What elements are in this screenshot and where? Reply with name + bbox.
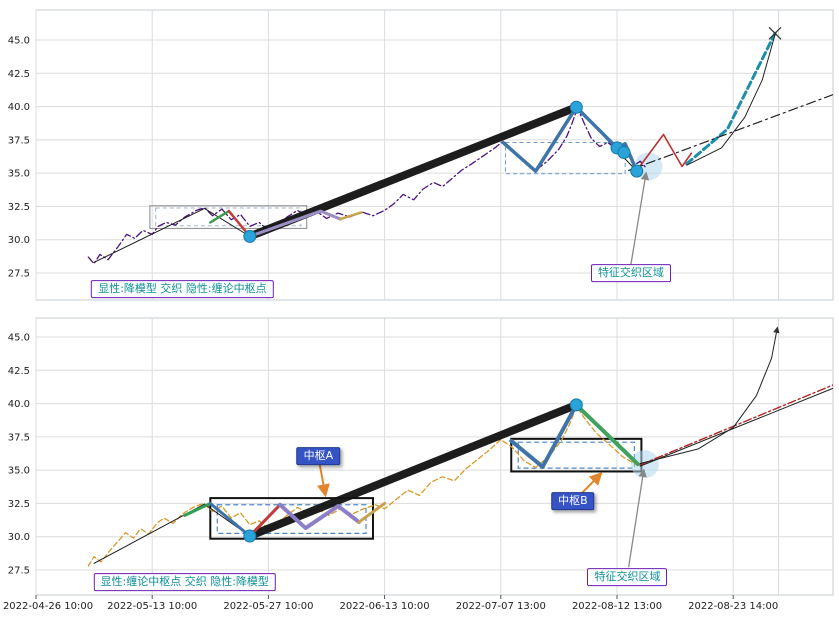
svg-text:37.5: 37.5 bbox=[8, 135, 30, 146]
svg-text:35.0: 35.0 bbox=[8, 169, 30, 180]
svg-text:30.0: 30.0 bbox=[8, 532, 30, 543]
svg-text:37.5: 37.5 bbox=[8, 432, 30, 443]
svg-text:40.0: 40.0 bbox=[8, 102, 30, 113]
svg-text:2022-08-12 13:00: 2022-08-12 13:00 bbox=[572, 601, 662, 612]
svg-text:2022-06-13 10:00: 2022-06-13 10:00 bbox=[340, 601, 430, 612]
svg-text:40.0: 40.0 bbox=[8, 399, 30, 410]
svg-text:30.0: 30.0 bbox=[8, 235, 30, 246]
pivot-b-label: 中枢B bbox=[551, 492, 595, 510]
svg-text:32.5: 32.5 bbox=[8, 202, 30, 213]
svg-text:2022-05-13 10:00: 2022-05-13 10:00 bbox=[107, 601, 197, 612]
svg-text:2022-04-26 10:00: 2022-04-26 10:00 bbox=[3, 601, 93, 612]
svg-text:27.5: 27.5 bbox=[8, 566, 30, 577]
pivot-a-label: 中枢A bbox=[296, 447, 341, 465]
svg-text:2022-05-27 10:00: 2022-05-27 10:00 bbox=[223, 601, 313, 612]
svg-text:42.5: 42.5 bbox=[8, 69, 30, 80]
svg-text:32.5: 32.5 bbox=[8, 499, 30, 510]
feature-zone-label-bottom: 特征交织区域 bbox=[587, 568, 668, 586]
legend-mode-bottom: 显性:缠论中枢点 交织 隐性:降模型 bbox=[93, 573, 276, 591]
svg-text:27.5: 27.5 bbox=[8, 269, 30, 280]
svg-text:35.0: 35.0 bbox=[8, 466, 30, 477]
svg-text:45.0: 45.0 bbox=[8, 333, 30, 344]
legend-mode-top: 显性:降模型 交织 隐性:缠论中枢点 bbox=[91, 280, 274, 298]
svg-text:45.0: 45.0 bbox=[8, 36, 30, 47]
svg-text:42.5: 42.5 bbox=[8, 366, 30, 377]
svg-text:2022-08-23 14:00: 2022-08-23 14:00 bbox=[688, 601, 778, 612]
feature-zone-label-top: 特征交织区域 bbox=[590, 264, 671, 282]
svg-text:2022-07-07 13:00: 2022-07-07 13:00 bbox=[456, 601, 546, 612]
